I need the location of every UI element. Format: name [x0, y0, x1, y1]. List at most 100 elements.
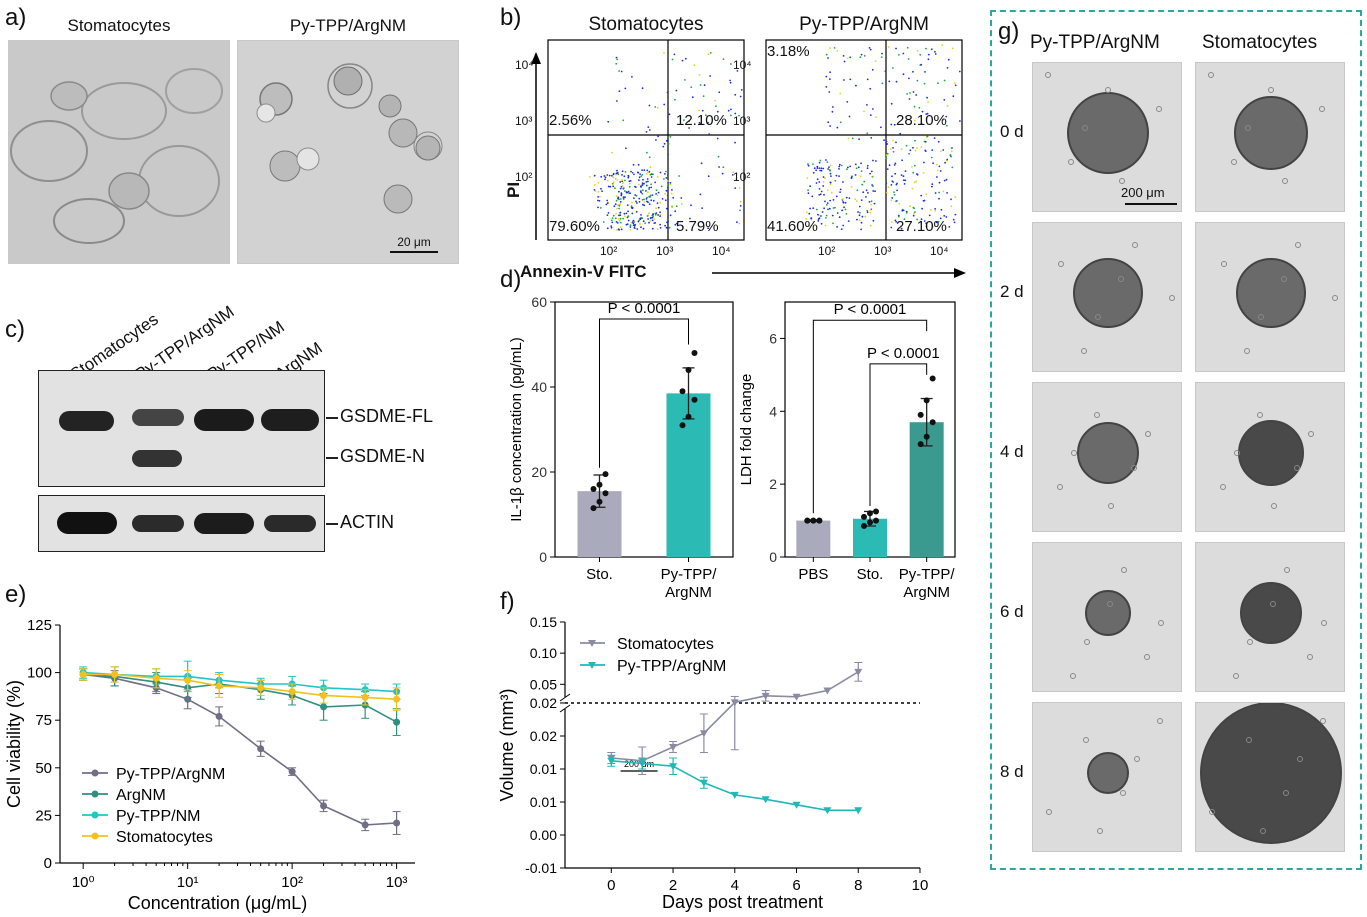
flow-event-dot — [606, 199, 609, 202]
x-tick-label: 10⁰ — [72, 874, 95, 891]
flow-frame — [547, 39, 745, 241]
flow-event-dot — [834, 179, 837, 182]
flow-event-dot — [663, 52, 665, 54]
flow-event-dot — [869, 48, 872, 51]
flow-event-dot — [906, 46, 909, 49]
flow-event-dot — [656, 228, 659, 230]
flow-event-dot — [715, 105, 717, 108]
panel-label-c: c) — [5, 316, 25, 343]
flow-event-dot — [664, 199, 667, 202]
flow-event-dot — [829, 47, 832, 49]
flow-event-dot — [843, 206, 845, 209]
flow-event-dot — [838, 165, 841, 168]
flow-event-dot — [905, 144, 908, 147]
flow-event-dot — [635, 194, 638, 197]
flow-event-dot — [646, 151, 648, 154]
flow-xtick-1e4: 10⁴ — [712, 244, 731, 258]
flow-event-dot — [934, 208, 936, 210]
flow-event-dot — [611, 217, 614, 220]
flow-event-dot — [618, 214, 620, 217]
flow-event-dot — [631, 207, 634, 210]
flow-event-dot — [922, 200, 925, 202]
flow-event-dot — [844, 201, 847, 204]
band-label-actin: ACTIN — [340, 512, 394, 532]
flow-event-dot — [740, 89, 743, 91]
flow-event-dot — [806, 211, 808, 214]
x-tick-label: Py-TPP/ — [899, 566, 956, 583]
flow-event-dot — [923, 161, 925, 164]
debris — [1121, 567, 1127, 573]
flow-event-dot — [946, 67, 949, 69]
flow-event-dot — [618, 207, 620, 210]
debris — [1297, 756, 1303, 762]
flow-event-dot — [619, 181, 622, 183]
y-tick-label: 0 — [539, 549, 547, 565]
flow-event-dot — [931, 183, 934, 186]
data-point — [679, 388, 686, 395]
flow-event-dot — [634, 194, 637, 196]
debris — [1260, 828, 1266, 834]
flow-event-dot — [856, 218, 858, 221]
data-point — [792, 801, 801, 809]
flow-event-dot — [849, 78, 852, 81]
tick-actin — [326, 523, 338, 525]
debris — [1046, 809, 1052, 815]
flow-event-dot — [621, 170, 624, 173]
flow-event-dot — [659, 213, 662, 216]
band-label-gsdme-n: GSDME-N — [340, 446, 425, 466]
flow-event-dot — [657, 135, 659, 138]
flow-event-dot — [701, 109, 704, 112]
flow-event-dot — [616, 229, 618, 231]
flow-event-dot — [939, 170, 942, 172]
flow-event-dot — [866, 104, 868, 106]
flow-event-dot — [605, 174, 608, 177]
flow-event-dot — [925, 225, 928, 228]
flow-event-dot — [894, 162, 897, 165]
flow-event-dot — [820, 215, 822, 217]
flow-event-dot — [920, 122, 923, 125]
flow-event-dot — [631, 76, 633, 78]
flow-event-dot — [663, 178, 665, 180]
scale-bar-label: 20 μm — [397, 235, 431, 249]
blot-gsdme — [38, 370, 325, 487]
flow-event-dot — [864, 54, 867, 57]
flow-event-dot — [600, 175, 603, 178]
debris — [1321, 620, 1327, 626]
band-gsdme-fl-lane4 — [261, 409, 319, 431]
flow-event-dot — [833, 47, 836, 49]
data-point — [730, 699, 739, 707]
debris — [1244, 348, 1250, 354]
flow-event-dot — [650, 199, 653, 202]
y-tick-label: 0.15 — [530, 614, 557, 630]
flow-xtick-1e3-right: 10³ — [874, 244, 892, 258]
flow-event-dot — [818, 181, 821, 183]
flow-event-dot — [942, 149, 945, 151]
flow-event-dot — [654, 222, 656, 224]
flow-event-dot — [886, 168, 889, 171]
flow-event-dot — [667, 186, 669, 189]
flow-event-dot — [913, 105, 916, 108]
flow-event-dot — [646, 169, 649, 172]
flow-event-dot — [618, 219, 621, 222]
x-tick-label: Sto. — [857, 566, 884, 583]
flow-event-dot — [610, 219, 613, 222]
flow-event-dot — [666, 91, 669, 94]
flow-event-dot — [912, 91, 915, 93]
flow-event-dot — [598, 200, 601, 202]
spheroid-image-py-tpp-argnm — [1032, 222, 1182, 372]
y-tick-label: 0.02 — [530, 728, 557, 744]
flow-event-dot — [622, 119, 625, 122]
flow-event-dot — [651, 216, 654, 219]
debris — [1220, 484, 1226, 490]
debris — [1295, 242, 1301, 248]
flow-event-dot — [838, 175, 840, 178]
debris — [1234, 450, 1240, 456]
flow-event-dot — [895, 221, 898, 223]
flow-event-dot — [693, 64, 696, 67]
flow-event-dot — [601, 190, 603, 193]
band-actin-lane1 — [57, 512, 117, 534]
flow-event-dot — [665, 177, 668, 179]
flow-event-dot — [881, 52, 883, 55]
stomatocyte-clusters — [256, 63, 443, 214]
legend-label: Py-TPP/ArgNM — [617, 658, 726, 675]
